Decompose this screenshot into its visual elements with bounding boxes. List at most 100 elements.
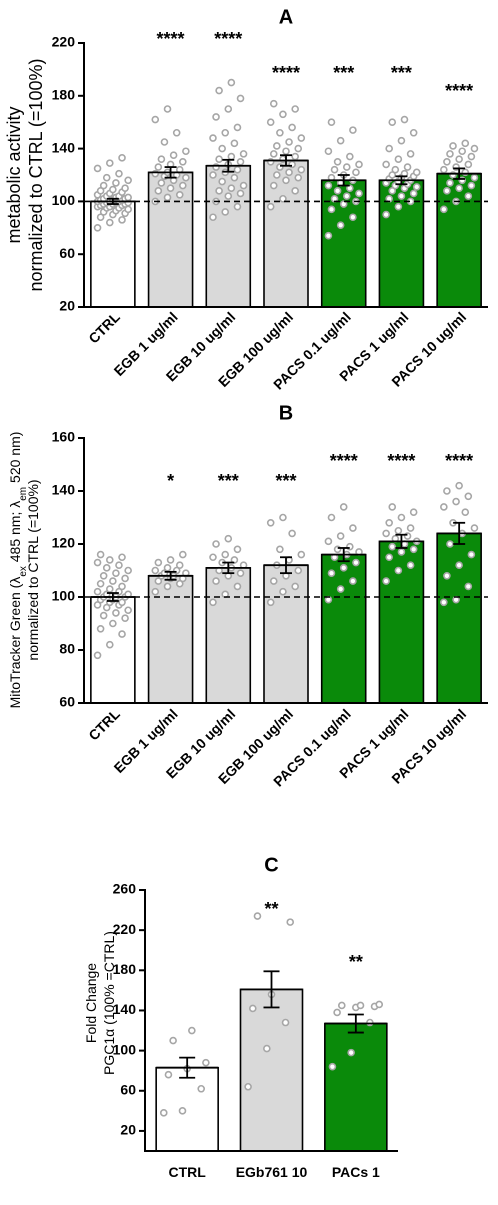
data-point: [458, 147, 467, 156]
data-point: [440, 205, 448, 214]
data-point: [276, 545, 284, 554]
data-point: [157, 179, 166, 187]
data-point: [394, 566, 403, 575]
data-point: [99, 571, 108, 580]
data-point: [324, 231, 333, 240]
data-point: [233, 545, 242, 554]
data-point: [218, 177, 226, 186]
data-point: [118, 154, 126, 162]
data-point: [96, 624, 105, 633]
panel-title: B: [279, 402, 293, 424]
data-point: [356, 1001, 365, 1010]
bar: [436, 172, 482, 308]
data-point: [218, 144, 226, 153]
data-point: [115, 561, 123, 570]
data-point: [406, 150, 415, 158]
data-point: [121, 614, 129, 623]
data-point: [269, 577, 278, 585]
data-point: [297, 550, 306, 559]
data-point: [182, 173, 190, 182]
data-point: [297, 165, 306, 174]
data-point: [227, 184, 236, 192]
data-point: [412, 168, 421, 177]
bar: [239, 988, 304, 1152]
data-point: [327, 118, 336, 126]
data-point: [279, 194, 287, 203]
data-point: [470, 524, 479, 532]
category-label: EGb761 10: [236, 1164, 308, 1180]
data-point: [333, 1008, 341, 1017]
data-point: [233, 165, 242, 174]
data-point: [115, 169, 123, 178]
data-point: [227, 78, 236, 87]
data-point: [339, 503, 348, 511]
data-point: [179, 158, 187, 166]
data-point: [397, 192, 406, 200]
data-point: [347, 1048, 355, 1057]
data-point: [440, 503, 448, 511]
data-point: [182, 147, 190, 156]
y-tick-label: 100: [52, 588, 76, 604]
y-axis-label: metabolic activity normalized to CTRL (=1…: [4, 59, 46, 292]
data-point: [406, 524, 415, 532]
data-point: [179, 550, 187, 559]
y-axis-label: MitoTracker Green (λex 485 nm; λem 520 n…: [7, 432, 41, 709]
data-point: [244, 1082, 252, 1091]
data-point: [443, 158, 451, 166]
data-point: [352, 168, 360, 177]
data-point: [105, 159, 114, 167]
data-point: [273, 171, 281, 179]
data-point: [248, 1004, 257, 1013]
data-point: [455, 481, 463, 490]
data-point: [464, 192, 473, 200]
data-point: [388, 503, 397, 511]
y-tick-label: 100: [113, 1041, 137, 1057]
data-point: [109, 185, 117, 194]
significance-label: **: [349, 952, 363, 972]
data-point: [102, 603, 111, 612]
data-point: [324, 537, 333, 546]
data-point: [279, 587, 287, 596]
significance-label: ***: [218, 471, 239, 491]
y-axis-label-line-1: metabolic activity: [4, 106, 24, 243]
data-point: [118, 582, 126, 591]
data-point: [157, 155, 166, 163]
data-point: [388, 187, 397, 195]
bar: [320, 179, 367, 308]
data-point: [178, 1107, 187, 1115]
data-point: [253, 912, 262, 920]
data-point: [409, 128, 418, 137]
data-point: [154, 558, 163, 567]
data-point: [394, 526, 403, 535]
y-tick-label: 100: [52, 192, 76, 208]
data-point: [339, 200, 348, 208]
data-point: [239, 181, 248, 190]
data-point: [96, 550, 105, 559]
data-point: [175, 579, 184, 588]
y-tick-label: 160: [52, 429, 76, 445]
data-point: [209, 134, 217, 142]
data-point: [233, 202, 242, 211]
data-point: [112, 609, 120, 617]
data-point: [336, 532, 345, 540]
data-point: [212, 113, 220, 121]
data-point: [215, 86, 223, 95]
data-point: [355, 160, 363, 169]
y-label-part: 485 nm; λ: [7, 501, 23, 566]
y-tick-label: 80: [59, 641, 75, 657]
data-point: [269, 150, 278, 158]
data-point: [209, 171, 217, 179]
data-point: [105, 556, 114, 564]
data-point: [349, 524, 357, 532]
data-point: [366, 1018, 374, 1027]
y-tick-label: 20: [120, 1122, 136, 1138]
data-point: [406, 561, 415, 570]
data-point: [285, 168, 293, 177]
y-tick-label: 120: [52, 535, 76, 551]
data-point: [269, 181, 278, 190]
y-label-part: MitoTracker Green (λ: [7, 577, 23, 709]
data-point: [276, 128, 284, 137]
significance-label: ***: [275, 471, 296, 491]
